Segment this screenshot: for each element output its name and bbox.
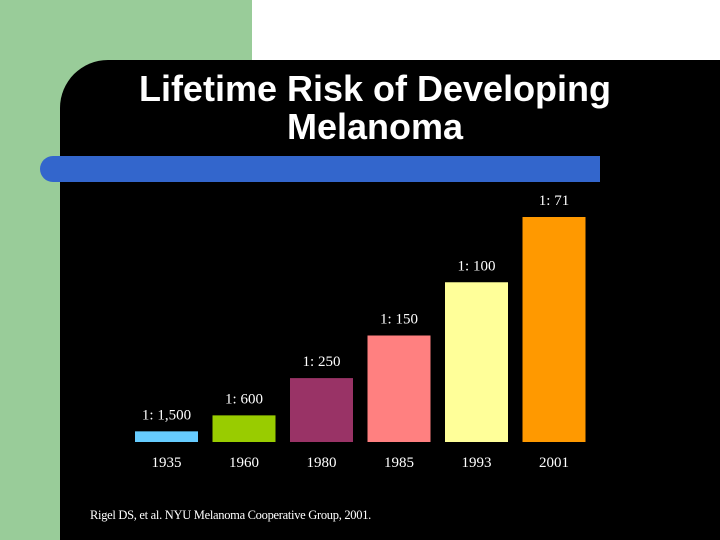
- bar-1960: [212, 415, 276, 442]
- data-label-1960: 1: 600: [225, 391, 263, 407]
- x-tick-1960: 1960: [229, 455, 259, 471]
- data-label-1980: 1: 250: [303, 354, 341, 370]
- slide-panel: [60, 60, 720, 540]
- bar-1993: [445, 282, 508, 442]
- title-line-1: Lifetime Risk of Developing: [138, 68, 612, 109]
- slide-title: Lifetime Risk of Developing Melanoma: [60, 70, 690, 146]
- bar-1985: [367, 335, 431, 442]
- bar-1935: [135, 431, 198, 442]
- data-label-2001: 1: 71: [539, 193, 569, 209]
- x-tick-1935: 1935: [152, 455, 182, 471]
- x-tick-2001: 2001: [539, 455, 569, 471]
- x-tick-1980: 1980: [307, 455, 337, 471]
- data-label-1985: 1: 150: [380, 311, 418, 327]
- x-tick-1993: 1993: [462, 455, 492, 471]
- source-citation: Rigel DS, et al. NYU Melanoma Cooperativ…: [90, 508, 371, 522]
- bar-2001: [522, 217, 586, 442]
- data-label-1993: 1: 100: [458, 258, 496, 274]
- x-tick-1985: 1985: [384, 455, 414, 471]
- title-line-2: Melanoma: [286, 106, 464, 147]
- title-accent-bar: [40, 156, 600, 182]
- data-label-1935: 1: 1,500: [142, 407, 191, 423]
- bar-1980: [290, 378, 353, 442]
